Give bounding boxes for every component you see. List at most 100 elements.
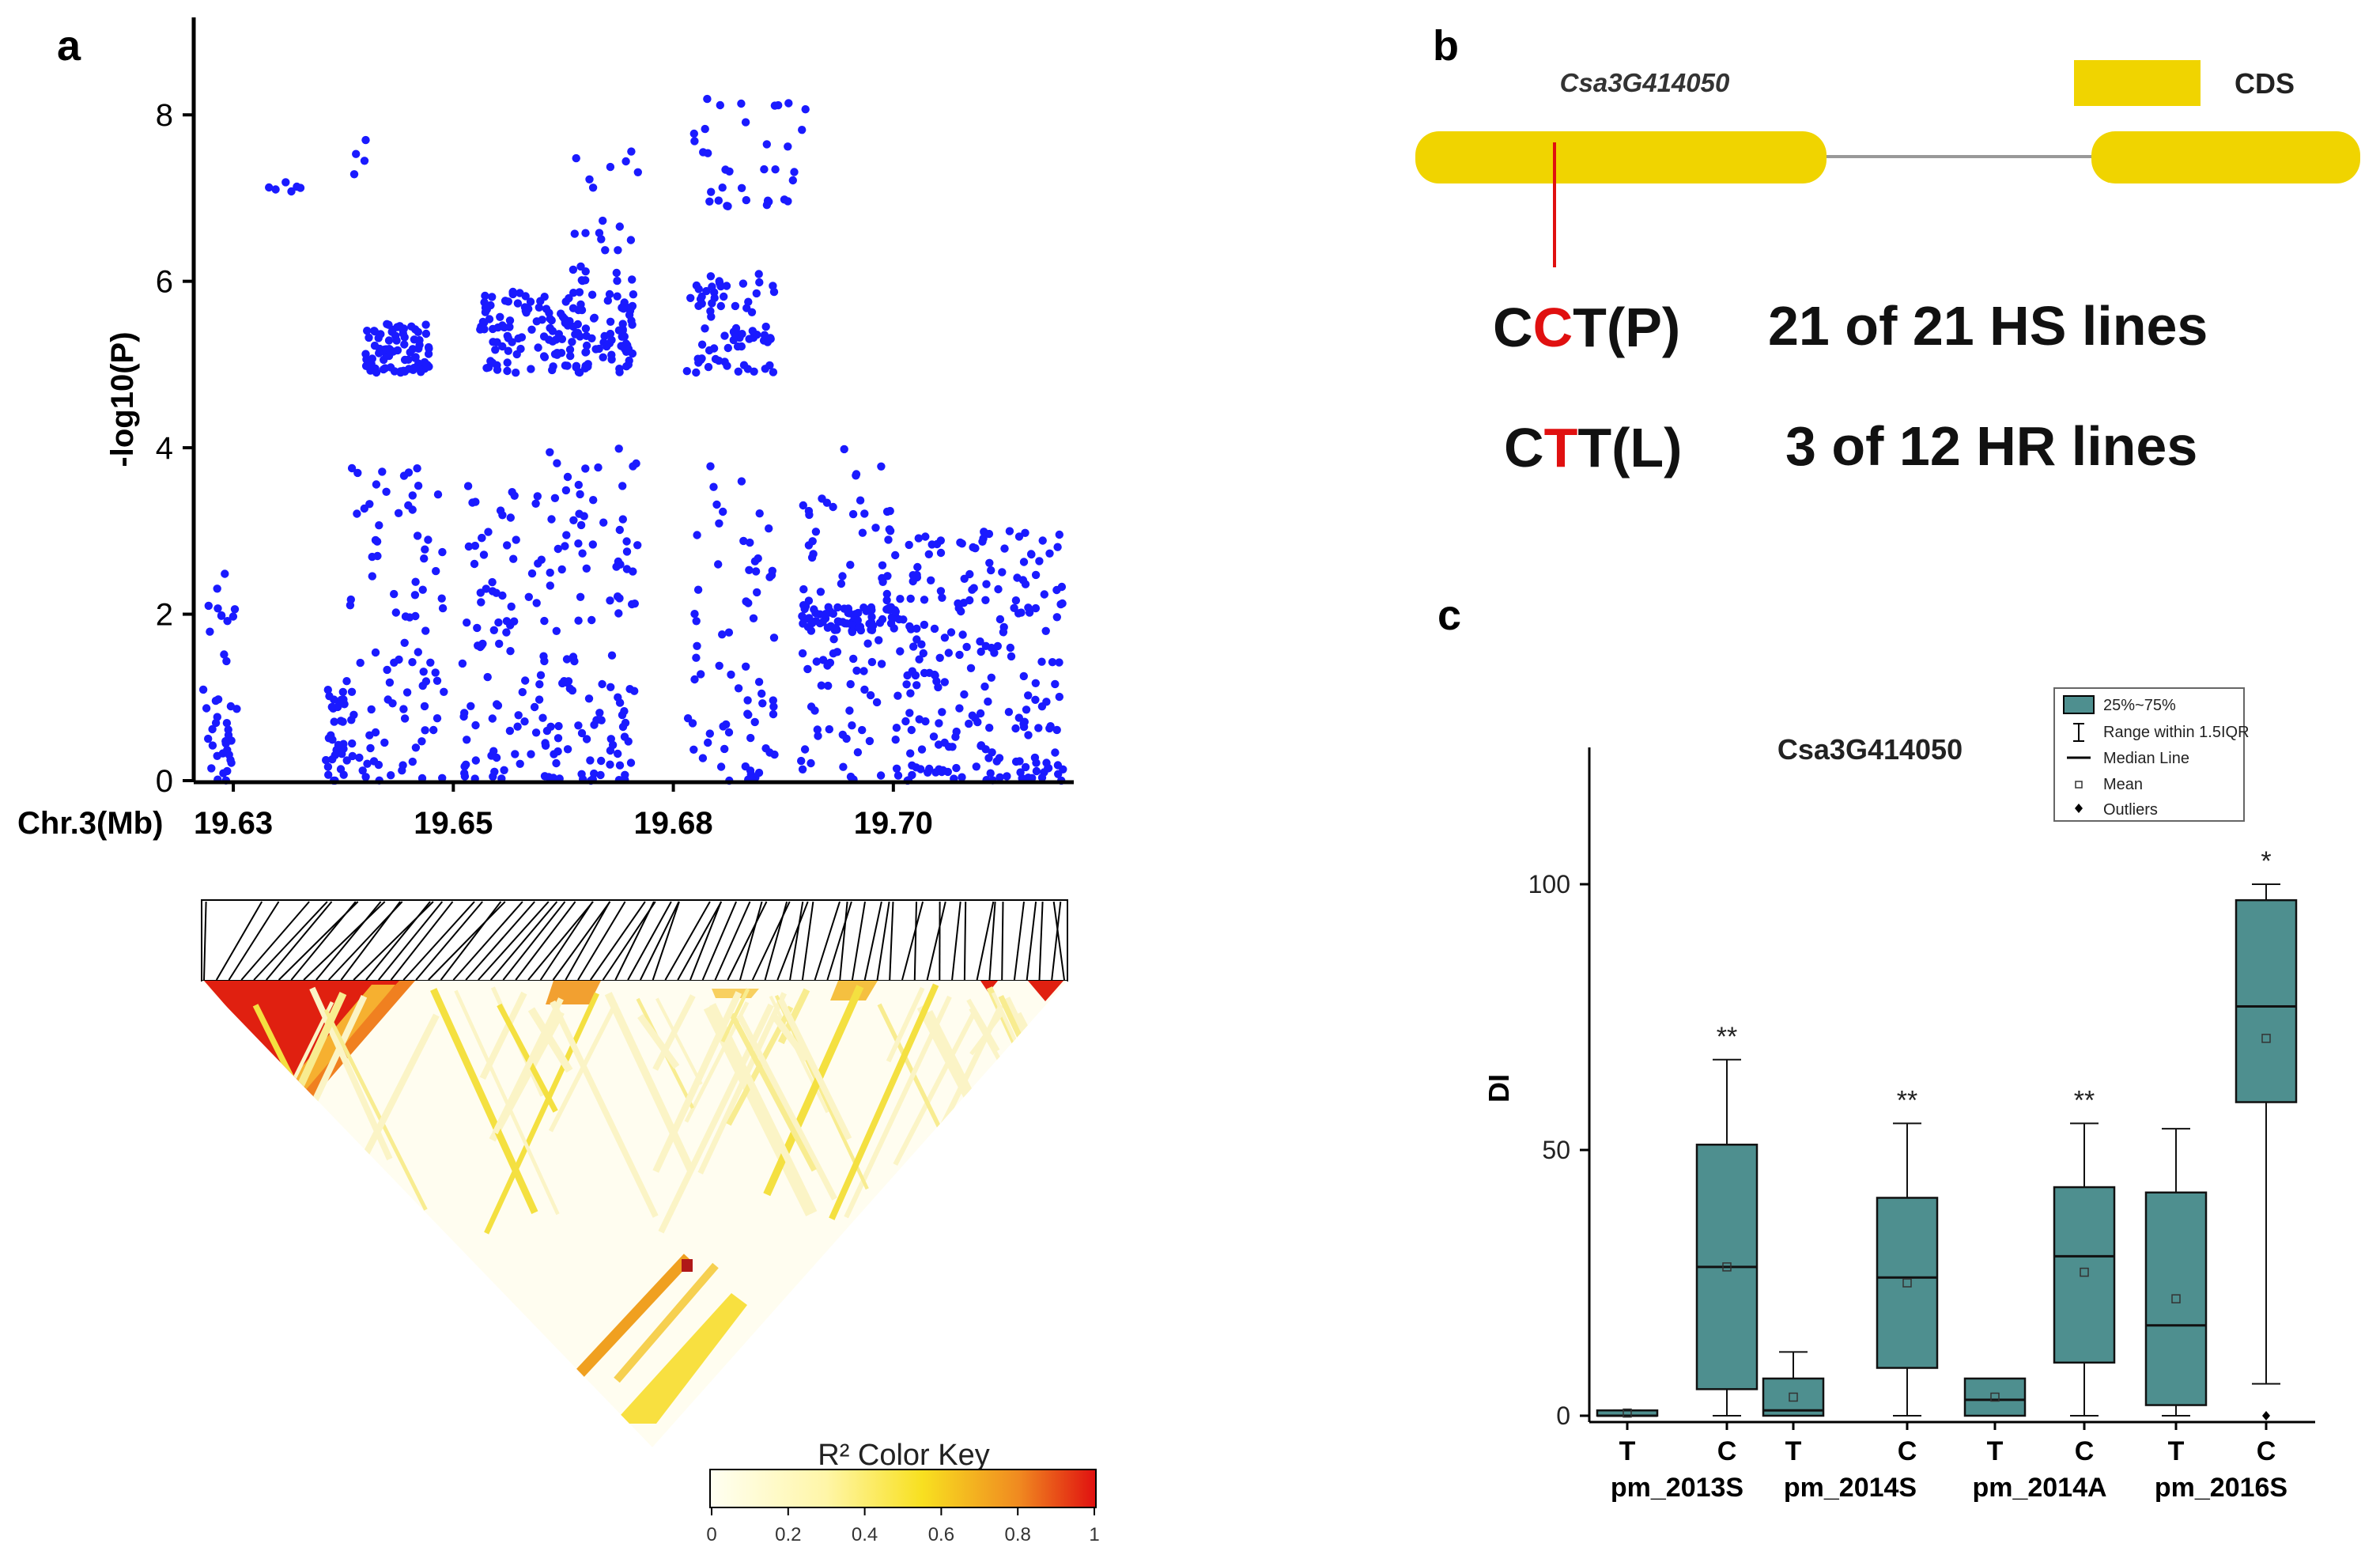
data-point bbox=[489, 626, 498, 634]
data-point bbox=[763, 338, 772, 346]
data-point bbox=[866, 690, 875, 700]
data-point bbox=[505, 316, 515, 325]
data-point bbox=[204, 734, 213, 743]
data-point bbox=[709, 482, 718, 491]
data-point bbox=[683, 714, 693, 723]
data-point bbox=[856, 496, 865, 505]
box-category-label: C bbox=[2257, 1436, 2276, 1466]
data-point bbox=[905, 709, 914, 717]
data-point bbox=[1031, 679, 1041, 687]
data-point bbox=[560, 677, 569, 686]
data-point bbox=[769, 282, 777, 290]
data-point bbox=[541, 741, 550, 750]
data-point bbox=[526, 297, 535, 306]
data-point bbox=[849, 654, 858, 664]
data-point bbox=[223, 617, 232, 626]
snp-connector bbox=[365, 901, 431, 981]
data-point bbox=[385, 345, 395, 354]
data-point bbox=[490, 767, 499, 776]
data-point bbox=[230, 605, 240, 614]
snp-connector bbox=[627, 901, 672, 981]
data-point bbox=[621, 718, 630, 728]
data-point bbox=[426, 658, 435, 667]
data-point bbox=[803, 664, 812, 674]
data-point bbox=[905, 622, 914, 631]
data-point bbox=[896, 595, 905, 603]
data-point bbox=[421, 329, 431, 339]
data-point bbox=[424, 350, 433, 358]
data-point bbox=[400, 714, 410, 723]
data-point bbox=[698, 754, 708, 762]
data-point bbox=[1037, 774, 1047, 782]
data-point bbox=[433, 714, 442, 723]
data-point bbox=[981, 596, 990, 604]
data-point bbox=[418, 585, 427, 594]
data-point bbox=[1051, 679, 1060, 689]
data-point bbox=[546, 568, 554, 577]
data-point bbox=[853, 748, 863, 757]
data-point bbox=[1048, 658, 1057, 667]
data-point bbox=[404, 501, 413, 510]
data-point bbox=[580, 512, 588, 520]
data-point bbox=[608, 740, 618, 750]
legend-label-outliers: Outliers bbox=[2103, 801, 2158, 819]
data-point bbox=[852, 470, 861, 478]
data-point bbox=[471, 721, 480, 730]
data-point bbox=[512, 350, 521, 359]
data-point bbox=[607, 651, 617, 660]
data-point bbox=[1042, 698, 1051, 706]
data-point bbox=[606, 683, 615, 691]
ld-block bbox=[830, 981, 878, 1000]
data-point bbox=[342, 677, 351, 686]
data-point bbox=[929, 732, 939, 741]
data-point bbox=[839, 762, 848, 771]
data-point bbox=[930, 624, 939, 634]
data-point bbox=[888, 615, 897, 623]
data-point bbox=[548, 365, 557, 375]
box-iqr bbox=[1963, 1377, 2027, 1417]
data-point bbox=[507, 602, 516, 611]
data-point bbox=[891, 607, 901, 616]
data-point bbox=[940, 634, 950, 642]
data-point bbox=[877, 462, 886, 471]
data-point bbox=[606, 596, 614, 605]
data-point bbox=[917, 640, 926, 649]
data-point bbox=[335, 700, 344, 709]
data-point bbox=[1024, 731, 1033, 740]
data-point bbox=[856, 622, 865, 631]
exon-2 bbox=[2091, 131, 2360, 183]
data-point bbox=[927, 576, 935, 584]
data-point bbox=[750, 367, 758, 376]
data-point bbox=[566, 351, 575, 361]
data-point bbox=[1040, 590, 1049, 599]
data-point bbox=[838, 572, 847, 581]
data-point bbox=[893, 691, 902, 700]
data-point bbox=[984, 697, 992, 706]
data-point bbox=[798, 611, 807, 621]
data-point bbox=[433, 490, 443, 499]
data-point bbox=[574, 480, 583, 490]
data-point bbox=[765, 524, 773, 533]
color-key-tick-label: 1 bbox=[1089, 1524, 1099, 1545]
snp-connector bbox=[428, 901, 506, 981]
ld-band bbox=[770, 1012, 810, 1062]
data-point bbox=[762, 201, 772, 210]
data-point bbox=[538, 713, 547, 722]
data-point bbox=[768, 566, 776, 575]
data-point bbox=[508, 289, 517, 299]
allele-2-description: 3 of 12 HR lines bbox=[1785, 415, 2197, 477]
data-point bbox=[226, 702, 236, 711]
data-point bbox=[965, 719, 973, 728]
color-key-tick-label: 0 bbox=[706, 1524, 716, 1545]
ld-band bbox=[655, 997, 703, 1085]
allele-1-base-3: T(P) bbox=[1573, 297, 1680, 358]
data-point bbox=[391, 331, 400, 340]
data-point bbox=[883, 572, 892, 581]
data-point bbox=[581, 267, 590, 276]
data-point bbox=[707, 312, 716, 321]
data-point bbox=[222, 656, 231, 666]
data-point bbox=[1031, 695, 1040, 704]
data-point bbox=[693, 531, 701, 539]
data-point bbox=[1022, 705, 1031, 714]
cds-legend-swatch bbox=[2074, 60, 2201, 106]
